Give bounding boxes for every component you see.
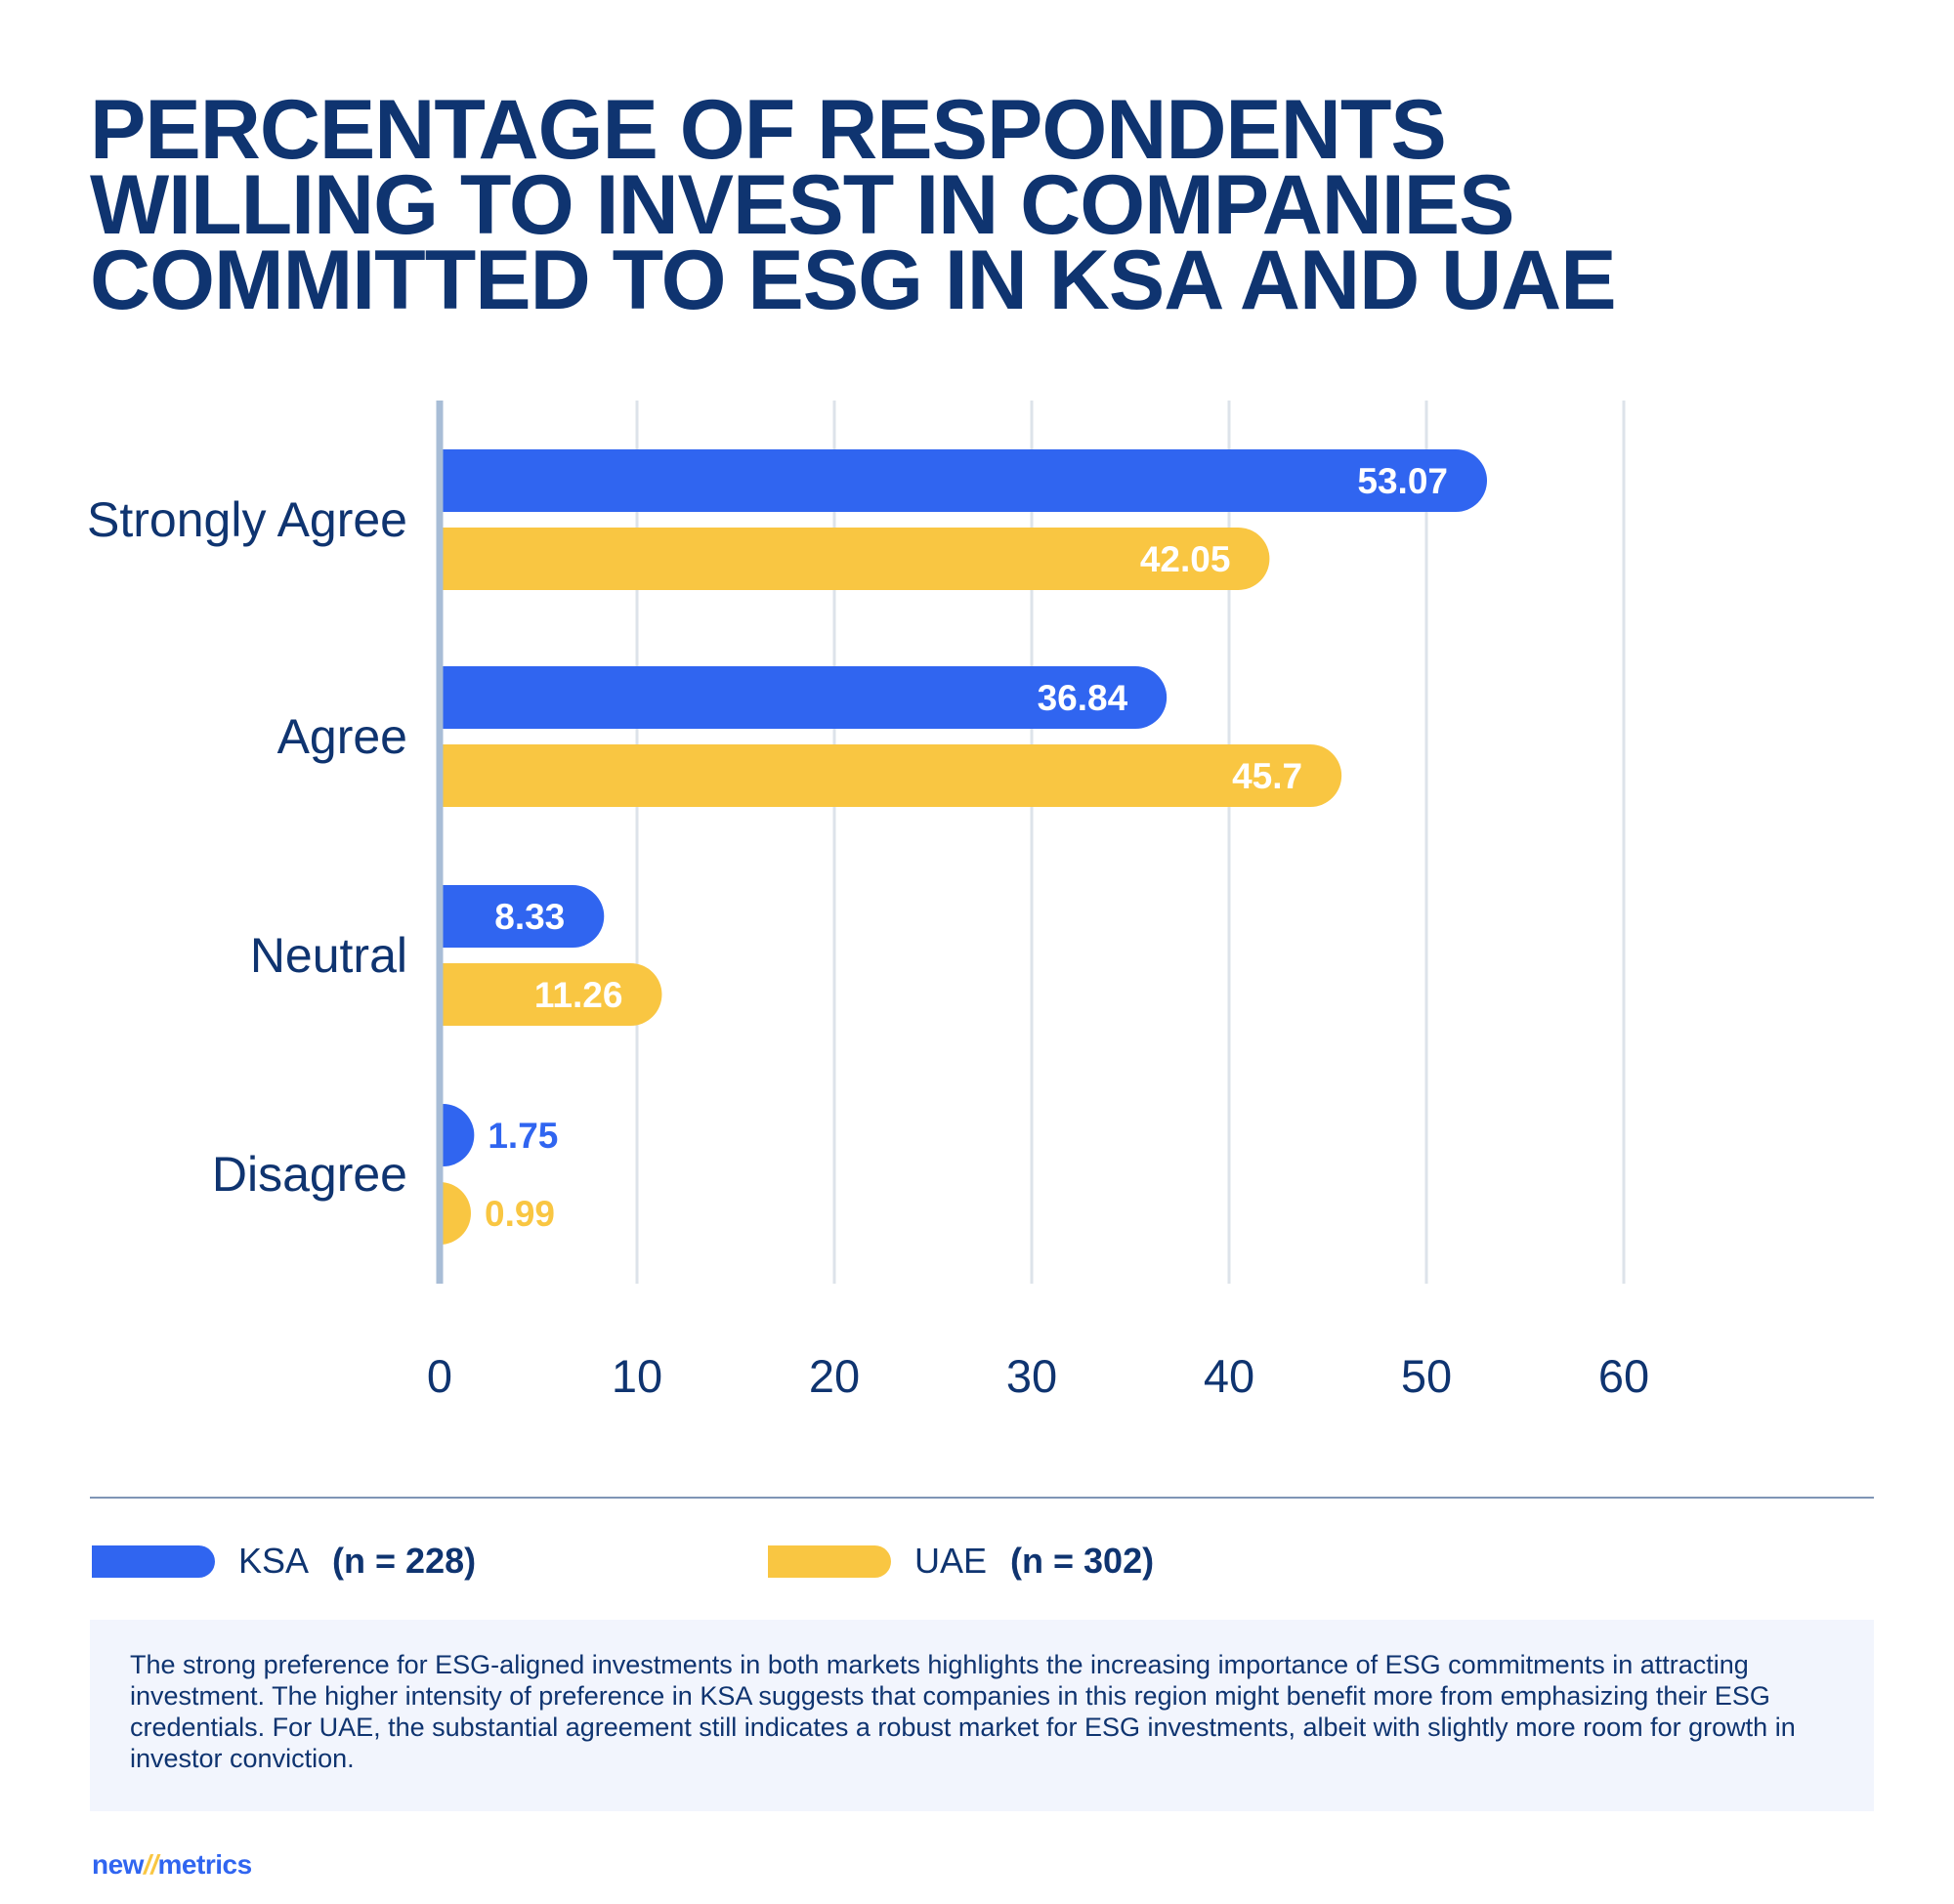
- note-text: The strong preference for ESG-aligned in…: [130, 1650, 1796, 1773]
- data-label: 42.05: [1140, 539, 1231, 579]
- divider: [90, 1497, 1874, 1499]
- data-label: 8.33: [494, 897, 565, 937]
- category-label: Disagree: [212, 1147, 407, 1202]
- note-box: The strong preference for ESG-aligned in…: [90, 1620, 1874, 1811]
- x-tick-label: 30: [1006, 1350, 1057, 1402]
- data-label: 0.99: [485, 1194, 555, 1234]
- data-label: 53.07: [1357, 461, 1448, 501]
- bar-ksa: [440, 666, 1168, 729]
- bar-ksa: [440, 449, 1488, 512]
- legend-item-ksa: KSA (n = 228): [92, 1540, 476, 1583]
- x-tick-label: 0: [427, 1350, 452, 1402]
- data-label: 36.84: [1038, 678, 1128, 718]
- legend-sample-size: (n = 302): [1010, 1541, 1155, 1581]
- x-tick-label: 40: [1204, 1350, 1254, 1402]
- bar-uae: [440, 528, 1270, 590]
- category-label: Neutral: [250, 928, 407, 983]
- bar-chart: 0 10 20 30 40 50 60 Strongly Agree 53.07 42.05 Agr…: [87, 401, 1649, 1402]
- legend-swatch-ksa: [92, 1544, 215, 1578]
- bar-uae: [440, 1182, 471, 1245]
- chart-title: PERCENTAGE OF RESPONDENTS WILLING TO INV…: [90, 83, 1617, 327]
- x-tick-label: 10: [612, 1350, 662, 1402]
- x-tick-label: 20: [809, 1350, 860, 1402]
- bar-ksa: [440, 885, 605, 948]
- data-label: 45.7: [1232, 756, 1302, 796]
- legend-swatch-uae: [768, 1544, 891, 1578]
- legend-item-uae: UAE (n = 302): [768, 1540, 1154, 1583]
- bar-ksa: [440, 1104, 475, 1166]
- legend-label: KSA: [238, 1541, 310, 1581]
- legend-sample-size: (n = 228): [332, 1541, 477, 1581]
- category-label: Agree: [277, 709, 407, 764]
- data-label: 11.26: [534, 975, 623, 1015]
- x-tick-label: 50: [1401, 1350, 1452, 1402]
- x-tick-label: 60: [1598, 1350, 1649, 1402]
- category-label: Strongly Agree: [87, 492, 407, 547]
- bar-uae: [440, 744, 1342, 807]
- newmetrics-logo: new//metrics: [92, 1849, 252, 1880]
- data-label: 1.75: [488, 1116, 558, 1156]
- legend-label: UAE: [914, 1541, 988, 1581]
- bar-uae: [440, 963, 662, 1026]
